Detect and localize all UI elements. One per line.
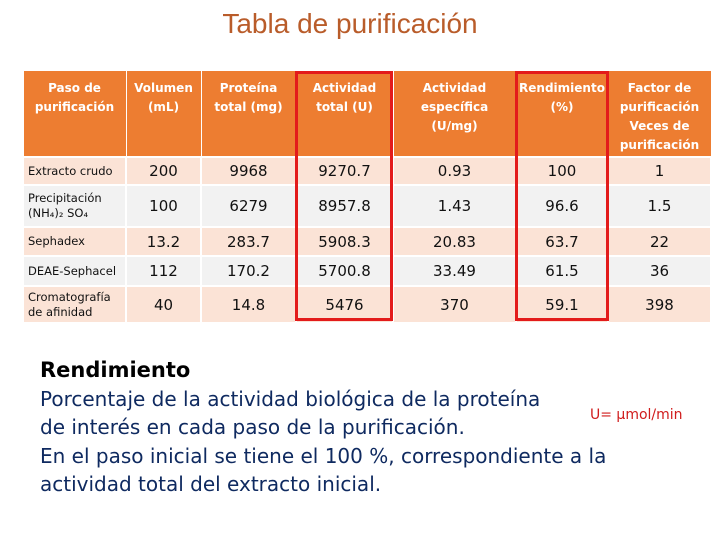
header-cell: Proteína total (mg) xyxy=(200,70,297,158)
header-row: Paso de purificación Volumen (mL) Proteína to… xyxy=(22,70,712,158)
header-cell: Actividad específica (U/mg) xyxy=(392,70,517,158)
header-line: Actividad xyxy=(422,81,487,95)
text-line: Porcentaje de la actividad biológica de … xyxy=(40,386,541,411)
header-line: Paso de xyxy=(48,81,101,95)
step-cell: Precipitación (NH₄)₂ SO₄ xyxy=(22,184,127,228)
explanation: Rendimiento Porcentaje de la actividad b… xyxy=(40,356,606,499)
value-cell: 112 xyxy=(125,255,202,287)
value-cell: 9968 xyxy=(200,156,297,186)
header-cell: Actividad total (U) xyxy=(295,70,394,158)
header-cell: Volumen (mL) xyxy=(125,70,202,158)
header-line: específica xyxy=(420,100,489,114)
step-cell: Cromatografía de afinidad xyxy=(22,285,127,324)
step-line: de afinidad xyxy=(28,304,93,319)
header-line: total (mg) xyxy=(214,100,283,114)
value-cell: 36 xyxy=(607,255,712,287)
value-cell: 5908.3 xyxy=(295,226,394,257)
header-line: purificación xyxy=(34,100,115,114)
header-cell: Paso de purificación xyxy=(22,70,127,158)
highlight-box xyxy=(515,71,609,321)
value-cell: 398 xyxy=(607,285,712,324)
value-cell: 96.6 xyxy=(515,184,609,228)
header-line: Proteína xyxy=(219,81,278,95)
value-cell: 170.2 xyxy=(200,255,297,287)
header-line: purificación xyxy=(619,138,700,152)
value-cell: 1 xyxy=(607,156,712,186)
step-line: DEAE-Sephacel xyxy=(28,263,117,278)
header-line: (mL) xyxy=(147,100,180,114)
value-cell: 40 xyxy=(125,285,202,324)
table-row: Sephadex 13.2 283.7 5908.3 20.83 63.7 22 xyxy=(22,226,712,257)
purification-table: Paso de purificación Volumen (mL) Proteína to… xyxy=(22,70,712,324)
step-cell: Sephadex xyxy=(22,226,127,257)
header-line: Veces de xyxy=(629,119,690,133)
step-cell: DEAE-Sephacel xyxy=(22,255,127,287)
step-line: Precipitación xyxy=(28,191,102,205)
value-cell: 100 xyxy=(515,156,609,186)
header-line: (U/mg) xyxy=(431,119,478,133)
title: Tabla de purificación xyxy=(222,8,478,39)
value-cell: 0.93 xyxy=(392,156,517,186)
value-cell: 100 xyxy=(125,184,202,228)
header-line: Volumen xyxy=(134,81,193,95)
step-line: Cromatografía xyxy=(28,289,111,304)
step-cell: Extracto crudo xyxy=(22,156,127,186)
value-cell: 8957.8 xyxy=(295,184,394,228)
header-cell: Rendimiento (%) xyxy=(515,70,609,158)
value-cell: 22 xyxy=(607,226,712,257)
step-line: Sephadex xyxy=(28,234,85,248)
value-cell: 33.49 xyxy=(392,255,517,287)
table-row: DEAE-Sephacel 112 170.2 5700.8 33.49 61.5 36 xyxy=(22,255,712,287)
value-cell: 200 xyxy=(125,156,202,186)
text-line: actividad total del extracto inicial. xyxy=(40,472,382,496)
value-cell: 6279 xyxy=(200,184,297,228)
highlight-box xyxy=(295,71,393,321)
value-cell: 5476 xyxy=(295,285,394,324)
value-cell: 283.7 xyxy=(200,226,297,257)
text-line: de interés en cada paso de la purificaci… xyxy=(40,415,465,439)
header-line: Rendimiento xyxy=(519,81,605,95)
header-line: Factor de xyxy=(627,81,692,95)
table-row: Cromatografía de afinidad 40 14.8 5476 370 59.… xyxy=(22,285,712,324)
text-line: En el paso inicial se tiene el 100 %, co… xyxy=(40,443,607,468)
step-line: Extracto crudo xyxy=(28,163,113,178)
value-cell: 13.2 xyxy=(125,226,202,257)
value-cell: 1.5 xyxy=(607,184,712,228)
header-line: total (U) xyxy=(316,100,373,114)
value-cell: 14.8 xyxy=(200,285,297,324)
header-line: Actividad xyxy=(312,81,377,95)
heading: Rendimiento xyxy=(40,358,191,382)
value-cell: 20.83 xyxy=(392,226,517,257)
value-cell: 9270.7 xyxy=(295,156,394,186)
header-line: purificación xyxy=(619,100,700,114)
value-cell: 370 xyxy=(392,285,517,324)
unit-note: U= µmol/min xyxy=(590,407,683,423)
value-cell: 63.7 xyxy=(515,226,609,257)
header-line: (%) xyxy=(550,100,574,114)
table-row: Precipitación (NH₄)₂ SO₄ 100 6279 8957.8 1.43… xyxy=(22,184,712,228)
step-line: (NH₄)₂ SO₄ xyxy=(28,206,89,220)
header-cell: Factor de purificación Veces de purificació… xyxy=(607,70,712,158)
value-cell: 1.43 xyxy=(392,184,517,228)
